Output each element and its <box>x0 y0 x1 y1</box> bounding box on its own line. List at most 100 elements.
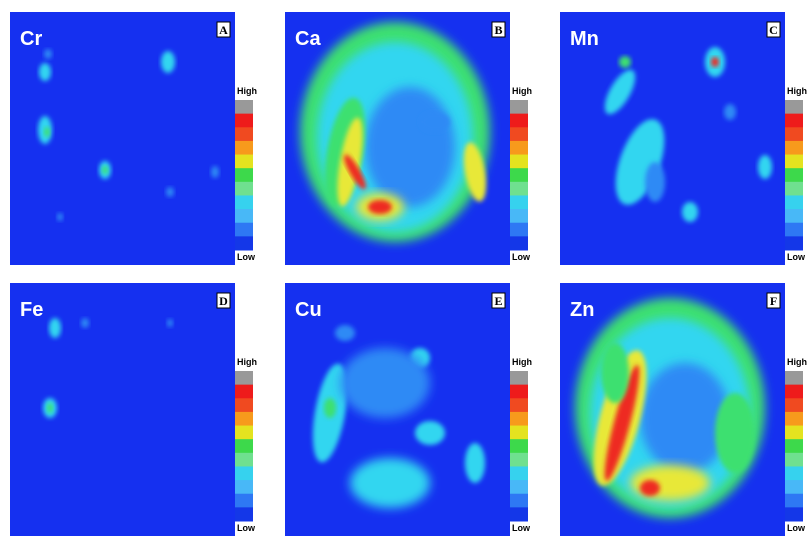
hotspot <box>465 443 485 483</box>
scale-swatch <box>510 209 528 223</box>
scale-swatch <box>785 195 803 209</box>
scale-swatch <box>235 426 253 440</box>
hotspot <box>619 56 631 68</box>
scale-swatch <box>510 236 528 250</box>
scale-swatch <box>235 439 253 453</box>
scale-swatch <box>510 127 528 141</box>
hotspot <box>102 166 108 174</box>
scale-low: Low <box>787 252 806 262</box>
scale-swatch <box>785 480 803 494</box>
scale-swatch <box>510 155 528 169</box>
scale-high: High <box>512 86 532 96</box>
panel-letter: F <box>770 294 777 308</box>
scale-swatch <box>510 141 528 155</box>
scale-high: High <box>787 86 807 96</box>
intensity-map <box>300 22 490 242</box>
hotspot <box>630 465 710 501</box>
hotspot <box>211 166 219 178</box>
scale-swatch <box>785 209 803 223</box>
hotspot <box>335 325 355 341</box>
scale-swatch <box>785 453 803 467</box>
scale-swatch <box>510 168 528 182</box>
scale-high: High <box>237 86 257 96</box>
scale-low: Low <box>237 523 256 533</box>
scale-swatch <box>785 100 803 114</box>
scale-swatch <box>785 114 803 128</box>
panel-letter: C <box>769 23 778 37</box>
hotspot <box>44 127 50 137</box>
scale-swatch <box>235 385 253 399</box>
scale-swatch <box>510 507 528 521</box>
element-label: Mn <box>570 28 599 50</box>
map-panel: Mn C High Low <box>560 12 807 265</box>
scale-low: Low <box>787 523 806 533</box>
scale-swatch <box>235 195 253 209</box>
scale-swatch <box>510 426 528 440</box>
scale-swatch <box>235 466 253 480</box>
scale-swatch <box>510 114 528 128</box>
scale-swatch <box>235 412 253 426</box>
scale-swatch <box>785 127 803 141</box>
hotspot <box>758 155 772 179</box>
scale-swatch <box>785 507 803 521</box>
intensity-map <box>575 298 765 518</box>
scale-swatch <box>785 141 803 155</box>
scale-swatch <box>235 494 253 508</box>
scale-swatch <box>510 439 528 453</box>
scale-high: High <box>787 357 807 367</box>
scale-swatch <box>785 182 803 196</box>
hotspot <box>724 104 736 120</box>
scale-swatch <box>510 100 528 114</box>
hotspot <box>57 213 63 221</box>
hotspot <box>167 319 173 327</box>
scale-swatch <box>510 453 528 467</box>
scale-swatch <box>510 223 528 237</box>
scale-swatch <box>235 182 253 196</box>
hotspot <box>350 458 430 508</box>
scale-swatch <box>510 195 528 209</box>
scale-swatch <box>235 223 253 237</box>
panel-letter: B <box>494 23 502 37</box>
element-label: Cr <box>20 28 42 50</box>
scale-swatch <box>235 507 253 521</box>
scale-swatch <box>785 168 803 182</box>
scale-high: High <box>237 357 257 367</box>
scale-swatch <box>510 371 528 385</box>
scale-swatch <box>510 385 528 399</box>
hotspot <box>324 398 336 418</box>
scale-low: Low <box>512 252 531 262</box>
hotspot <box>166 187 174 197</box>
hotspot <box>47 403 53 413</box>
hotspot <box>368 200 392 214</box>
hotspot <box>49 318 61 338</box>
scale-swatch <box>235 155 253 169</box>
hotspot <box>81 318 89 328</box>
hotspot <box>645 162 665 202</box>
element-label: Fe <box>20 299 43 321</box>
scale-swatch <box>785 398 803 412</box>
scale-swatch <box>785 426 803 440</box>
scale-swatch <box>785 371 803 385</box>
panel-letter: A <box>219 23 228 37</box>
scale-swatch <box>785 385 803 399</box>
scale-swatch <box>235 209 253 223</box>
map-panel: Cr A High Low <box>10 12 257 265</box>
hotspot <box>420 112 450 132</box>
scale-swatch <box>510 494 528 508</box>
scale-swatch <box>235 371 253 385</box>
scale-low: Low <box>237 252 256 262</box>
hotspot <box>340 348 430 418</box>
scale-low: Low <box>512 523 531 533</box>
scale-swatch <box>235 168 253 182</box>
scale-swatch <box>235 236 253 250</box>
panel-letter: E <box>494 294 502 308</box>
scale-swatch <box>785 494 803 508</box>
hotspot <box>365 87 455 207</box>
hotspot <box>161 51 175 73</box>
scale-swatch <box>785 223 803 237</box>
scale-swatch <box>510 398 528 412</box>
hotspot <box>44 49 52 59</box>
